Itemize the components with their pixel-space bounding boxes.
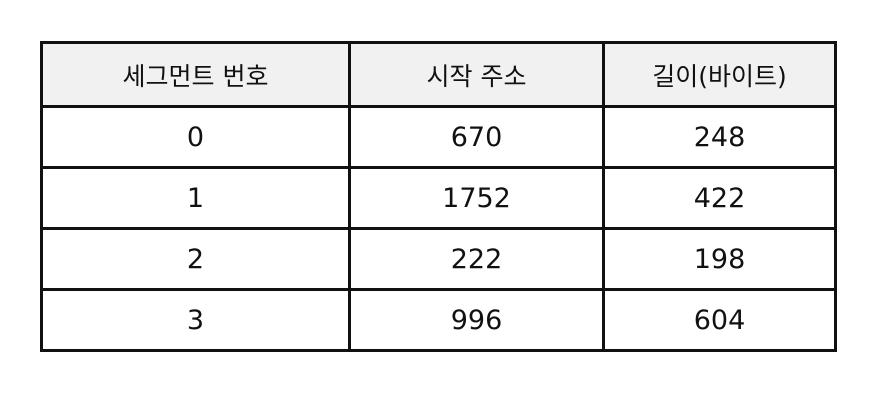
cell-start-address: 670 [348, 105, 605, 169]
cell-segment-number: 3 [40, 288, 351, 352]
table-row: 1 1752 422 [40, 166, 837, 230]
cell-segment-number: 0 [40, 105, 351, 169]
segment-table: 세그먼트 번호 시작 주소 길이(바이트) 0 670 248 1 1752 4… [40, 41, 837, 352]
cell-length: 422 [602, 166, 837, 230]
cell-start-address: 222 [348, 227, 605, 291]
table-row: 2 222 198 [40, 227, 837, 291]
header-segment-number: 세그먼트 번호 [40, 41, 351, 108]
cell-start-address: 996 [348, 288, 605, 352]
cell-length: 604 [602, 288, 837, 352]
table-header-row: 세그먼트 번호 시작 주소 길이(바이트) [40, 41, 837, 108]
header-start-address: 시작 주소 [348, 41, 605, 108]
header-length-bytes: 길이(바이트) [602, 41, 837, 108]
table-row: 0 670 248 [40, 105, 837, 169]
cell-segment-number: 1 [40, 166, 351, 230]
cell-length: 198 [602, 227, 837, 291]
table-row: 3 996 604 [40, 288, 837, 352]
cell-length: 248 [602, 105, 837, 169]
cell-start-address: 1752 [348, 166, 605, 230]
cell-segment-number: 2 [40, 227, 351, 291]
